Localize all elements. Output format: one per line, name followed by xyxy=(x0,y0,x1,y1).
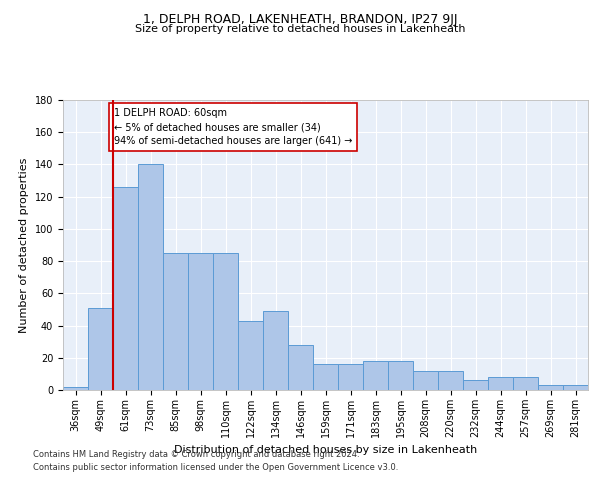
Text: Contains public sector information licensed under the Open Government Licence v3: Contains public sector information licen… xyxy=(33,462,398,471)
Text: 1, DELPH ROAD, LAKENHEATH, BRANDON, IP27 9JJ: 1, DELPH ROAD, LAKENHEATH, BRANDON, IP27… xyxy=(143,12,457,26)
Bar xyxy=(488,377,513,390)
Bar xyxy=(138,164,163,390)
Bar xyxy=(263,311,288,390)
Bar xyxy=(188,253,213,390)
Bar xyxy=(313,364,338,390)
Bar xyxy=(63,387,88,390)
Bar xyxy=(213,253,238,390)
Bar xyxy=(88,308,113,390)
Bar xyxy=(538,385,563,390)
Bar xyxy=(238,320,263,390)
Bar xyxy=(438,370,463,390)
Bar xyxy=(413,370,438,390)
Bar xyxy=(563,385,588,390)
Bar xyxy=(388,361,413,390)
Text: Contains HM Land Registry data © Crown copyright and database right 2024.: Contains HM Land Registry data © Crown c… xyxy=(33,450,359,459)
Y-axis label: Number of detached properties: Number of detached properties xyxy=(19,158,29,332)
Bar xyxy=(288,345,313,390)
X-axis label: Distribution of detached houses by size in Lakenheath: Distribution of detached houses by size … xyxy=(174,446,477,456)
Text: Size of property relative to detached houses in Lakenheath: Size of property relative to detached ho… xyxy=(135,24,465,34)
Bar xyxy=(363,361,388,390)
Bar xyxy=(463,380,488,390)
Text: 1 DELPH ROAD: 60sqm
← 5% of detached houses are smaller (34)
94% of semi-detache: 1 DELPH ROAD: 60sqm ← 5% of detached hou… xyxy=(113,108,352,146)
Bar xyxy=(338,364,363,390)
Bar xyxy=(163,253,188,390)
Bar xyxy=(513,377,538,390)
Bar xyxy=(113,187,138,390)
